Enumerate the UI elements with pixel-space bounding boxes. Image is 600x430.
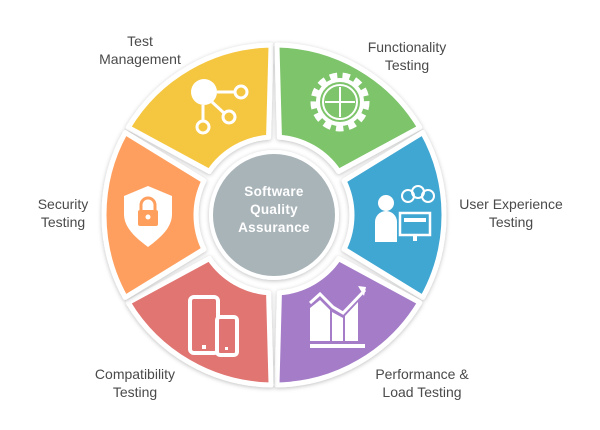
label-line: Functionality [367, 39, 447, 55]
segment-test-management [125, 42, 274, 174]
user-computer-icon [375, 185, 435, 242]
network-nodes-icon [191, 79, 249, 135]
center-title-line: Assurance [238, 220, 310, 235]
gear-puzzle-icon [310, 72, 370, 132]
label-performance-load-testing: Performance & Load Testing [362, 365, 482, 401]
segment-functionality-testing [274, 42, 423, 174]
growth-chart-icon [308, 286, 367, 348]
label-line: Testing [112, 384, 158, 400]
label-line: Test [127, 33, 153, 49]
label-test-management: Test Management [80, 32, 200, 68]
label-line: Compatibility [94, 366, 176, 382]
center-circle [209, 150, 339, 280]
label-compatibility-testing: Compatibility Testing [75, 365, 195, 401]
label-line: Testing [384, 57, 430, 73]
center-title: Software Quality Assurance [214, 183, 334, 237]
label-line: Testing [40, 214, 86, 230]
label-line: Security [37, 196, 89, 212]
label-line: Performance & [375, 366, 469, 382]
center-title-line: Software [244, 184, 304, 199]
label-user-experience-testing: User Experience Testing [446, 195, 576, 231]
label-line: Testing [488, 214, 534, 230]
label-line: Load Testing [382, 384, 462, 400]
tablet-phone-icon [188, 295, 239, 357]
label-line: User Experience [459, 196, 563, 212]
center-title-line: Quality [250, 202, 298, 217]
label-functionality-testing: Functionality Testing [347, 38, 467, 74]
label-line: Management [99, 51, 181, 67]
shield-lock-icon [124, 186, 172, 247]
label-security-testing: Security Testing [13, 195, 113, 231]
